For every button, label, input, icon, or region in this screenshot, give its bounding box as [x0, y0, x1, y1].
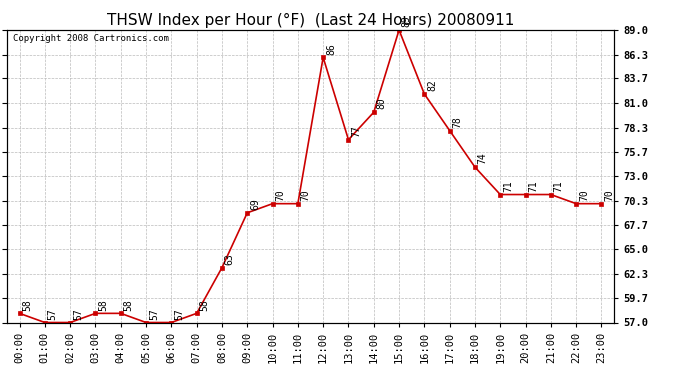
Text: 80: 80: [377, 98, 386, 109]
Text: 69: 69: [250, 198, 260, 210]
Text: 78: 78: [453, 116, 462, 128]
Text: 57: 57: [149, 308, 159, 320]
Text: 71: 71: [553, 180, 564, 192]
Text: 63: 63: [225, 253, 235, 265]
Text: 58: 58: [124, 299, 134, 310]
Text: 57: 57: [174, 308, 184, 320]
Text: 57: 57: [48, 308, 58, 320]
Text: Copyright 2008 Cartronics.com: Copyright 2008 Cartronics.com: [13, 34, 169, 44]
Text: THSW Index per Hour (°F)  (Last 24 Hours) 20080911: THSW Index per Hour (°F) (Last 24 Hours)…: [107, 13, 514, 28]
Text: 70: 70: [275, 189, 286, 201]
Text: 77: 77: [351, 125, 362, 137]
Text: 89: 89: [402, 15, 412, 27]
Text: 58: 58: [98, 299, 108, 310]
Text: 86: 86: [326, 43, 336, 55]
Text: 57: 57: [73, 308, 83, 320]
Text: 70: 70: [301, 189, 310, 201]
Text: 58: 58: [199, 299, 210, 310]
Text: 70: 70: [604, 189, 614, 201]
Text: 58: 58: [22, 299, 32, 310]
Text: 74: 74: [477, 153, 488, 164]
Text: 71: 71: [503, 180, 513, 192]
Text: 82: 82: [427, 80, 437, 91]
Text: 71: 71: [529, 180, 538, 192]
Text: 70: 70: [579, 189, 589, 201]
